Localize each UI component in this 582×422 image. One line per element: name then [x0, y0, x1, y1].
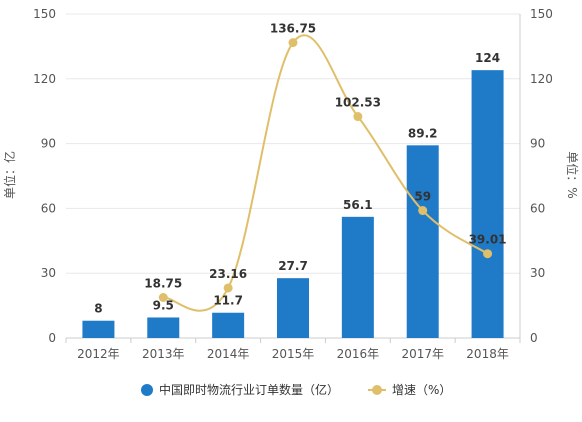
bar-value-label: 11.7 — [213, 294, 243, 308]
bar-value-label: 27.7 — [278, 259, 308, 273]
line-point — [418, 206, 428, 216]
bar-value-label: 8 — [94, 302, 102, 316]
line-point — [223, 283, 233, 293]
y-tick-left: 30 — [41, 266, 56, 280]
line-point — [483, 249, 493, 259]
y-tick-right: 0 — [530, 331, 538, 345]
line-point — [288, 38, 298, 48]
bar — [341, 216, 374, 338]
y-tick-right: 30 — [530, 266, 545, 280]
line-value-label: 136.75 — [270, 22, 316, 36]
y-tick-right: 150 — [530, 7, 553, 21]
line-value-label: 23.16 — [209, 267, 247, 281]
x-tick-label: 2017年 — [401, 347, 444, 361]
y-tick-left: 60 — [41, 201, 56, 215]
line-value-label: 39.01 — [469, 233, 507, 247]
bar-value-label: 9.5 — [153, 298, 174, 312]
line-point — [158, 293, 168, 302]
line-point — [353, 112, 363, 122]
legend-line-label: 增速（%） — [392, 383, 451, 397]
line-value-label: 102.53 — [335, 96, 381, 110]
line-series — [158, 34, 493, 312]
bar — [147, 317, 180, 338]
y-axis-right-label: 单位：% — [565, 151, 580, 198]
y-axis-left-label: 单位：亿 — [2, 151, 17, 199]
data-labels: 8 9.5 11.7 27.7 56.1 89.2 124 18.75 23.16 136.75 1… — [94, 22, 506, 316]
bar — [406, 145, 439, 338]
x-tick-label: 2014年 — [207, 347, 250, 361]
x-tick-label: 2016年 — [337, 347, 380, 361]
legend: 中国即时物流行业订单数量（亿） 增速（%） — [141, 382, 451, 397]
bar — [471, 70, 504, 338]
grid-lines — [66, 13, 520, 274]
y-tick-left: 150 — [33, 7, 56, 21]
legend-bar-label: 中国即时物流行业订单数量（亿） — [159, 382, 339, 397]
bar-series — [82, 70, 504, 338]
bar — [82, 320, 115, 338]
bar-value-label: 56.1 — [343, 198, 373, 212]
y-tick-left: 90 — [41, 137, 56, 151]
legend-line-marker — [372, 385, 382, 395]
x-tick-label: 2015年 — [272, 347, 315, 361]
x-tick-label: 2012年 — [77, 347, 120, 361]
y-tick-right: 90 — [530, 137, 545, 151]
y-tick-right: 120 — [530, 72, 553, 86]
y-tick-left: 120 — [33, 72, 56, 86]
x-tick-label: 2013年 — [142, 347, 185, 361]
y-tick-left: 0 — [48, 331, 56, 345]
line-value-label: 59 — [414, 190, 431, 204]
x-tick-label: 2018年 — [466, 347, 509, 361]
legend-bar-marker — [141, 384, 153, 396]
bar — [277, 278, 309, 338]
bar-value-label: 124 — [475, 51, 500, 65]
y-tick-right: 60 — [530, 201, 545, 215]
bar — [212, 312, 245, 338]
bar-value-label: 89.2 — [408, 126, 438, 140]
line-value-label: 18.75 — [144, 277, 182, 291]
